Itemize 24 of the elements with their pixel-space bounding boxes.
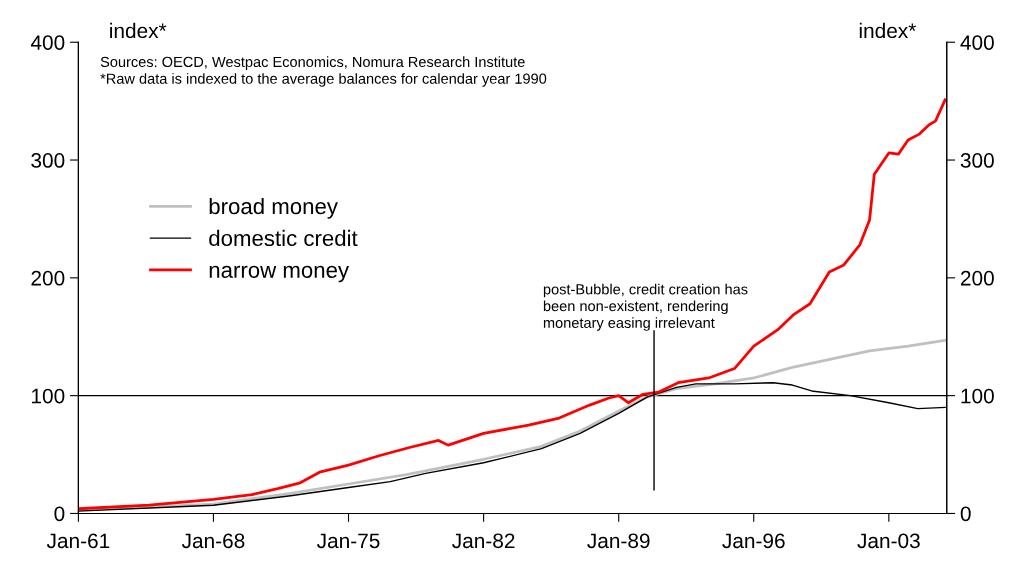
x-tick-label: Jan-96 [722,533,785,549]
legend-label: broad money [209,197,338,219]
y-tick-label: 300 [31,153,65,168]
x-tick-label: Jan-89 [587,533,650,549]
y-axis-title: index* [110,22,167,39]
legend-label: narrow money [209,265,350,283]
y2-axis-title: index* [859,22,917,39]
y-tick-label: 400 [30,35,65,50]
annotation: post-Bubble, credit creation has been non-existent, rendering monetary easing irrelevant [543,283,748,331]
y-tick-label: 100 [32,388,65,404]
y2-tick-label: 100 [961,388,994,404]
y2-tick-label: 200 [960,270,994,286]
y2-tick-label: 0 [960,506,971,522]
x-tick-label: Jan-03 [857,533,920,549]
x-tick-label: Jan-82 [452,533,515,549]
x-tick-label: Jan-68 [181,533,245,549]
y2-tick-label: 400 [960,35,994,50]
legend-label: domestic credit [209,229,358,247]
y-tick-label: 0 [54,506,65,522]
y2-tick-label: 300 [960,153,994,168]
x-tick-label: Jan-75 [317,533,380,549]
y-tick-label: 200 [31,270,65,286]
annotation: Sources: OECD, Westpac Economics, Nomura Research Institute *Raw data is indexed to the average balances for calendar year 1990 [100,56,547,87]
x-tick-label: Jan-61 [46,533,110,549]
